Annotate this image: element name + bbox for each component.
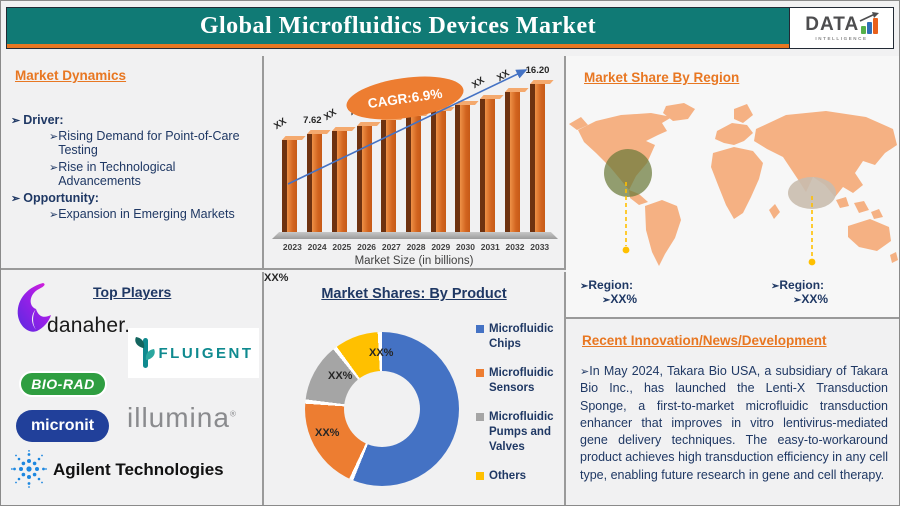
x-tick-label: 2030	[456, 242, 475, 252]
region-callout-right: Region: XX%	[771, 278, 828, 306]
x-tick-label: 2031	[480, 242, 500, 252]
bar-chart-floor	[272, 232, 558, 239]
logo-growth-arrow-icon	[859, 12, 880, 22]
header-title-band: Global Microfluidics Devices Market	[7, 8, 789, 48]
region-heading: Market Share By Region	[584, 70, 740, 85]
fluigent-logo-text: FLUIGENT	[158, 344, 254, 362]
bar-value-label: XX	[272, 115, 289, 132]
legend-item: Microfluidic Pumps and Valves	[476, 410, 562, 455]
dynamics-driver-item: Rising Demand for Point-of-Care Testing	[49, 129, 254, 158]
donut-segment-label: XX%	[328, 370, 353, 382]
bar-value-label: XX	[494, 67, 512, 84]
donut-segment-label: XX%	[264, 272, 289, 284]
market-share-by-region-panel: Market Share By Region	[566, 56, 899, 319]
legend-label: Microfluidic Chips	[489, 323, 554, 350]
region-callout-left: Region: XX%	[580, 278, 637, 306]
bar-value-label: 7.62	[303, 114, 322, 126]
market-dynamics-heading: Market Dynamics	[15, 68, 127, 83]
region-highlight-asia	[788, 177, 836, 209]
micronit-logo: micronit	[16, 410, 109, 442]
danaher-logo-icon	[17, 283, 51, 332]
x-tick-label: 2026	[357, 242, 377, 252]
donut-segment-label: XX%	[315, 427, 340, 439]
agilent-logo-icon	[11, 450, 47, 488]
bar-chart-axis-title: Market Size (in billions)	[354, 255, 474, 267]
market-dynamics-list: Driver: Rising Demand for Point-of-Care …	[11, 111, 254, 221]
market-size-bar-chart-panel: XX7.62XXXXXXXXXXXXXXXX16.20 202320242025…	[264, 56, 566, 270]
legend-label: Others	[489, 469, 527, 482]
legend-swatch	[476, 471, 484, 480]
legend-swatch	[476, 368, 484, 377]
legend-label: Microfluidic Pumps and Valves	[489, 410, 554, 453]
bar-value-label: XX	[470, 74, 487, 91]
page-title: Global Microfluidics Devices Market	[199, 12, 597, 39]
logo-sub-text: INTELLIGENCE	[815, 36, 868, 41]
bar-chart-x-axis: 2023 2024 2025 2026 2027 2028 2029 2030 2031 2032…	[280, 242, 552, 252]
legend-item: Others	[476, 469, 562, 484]
market-shares-by-product-panel: Market Shares: By Product XX% XX% XX% XX…	[264, 272, 566, 505]
logo-brand-text: DATA	[805, 14, 860, 35]
region-highlight-north-america	[604, 149, 652, 197]
x-tick-label: 2033	[530, 242, 550, 252]
donut-legend: Microfluidic Chips Microfluidic Sensors Mi…	[476, 322, 562, 484]
x-tick-label: 2032	[505, 242, 525, 252]
legend-swatch	[476, 325, 484, 333]
x-tick-label: 2024	[307, 242, 327, 252]
illumina-logo-text: illumina®	[127, 402, 237, 433]
data-intelligence-logo: DATA INTELLIGENCE	[789, 8, 893, 48]
logo-barchart-icon	[859, 12, 880, 34]
x-tick-label: 2023	[282, 242, 302, 252]
news-heading: Recent Innovation/News/Development	[582, 333, 827, 348]
market-dynamics-panel: Market Dynamics Driver: Rising Demand fo…	[1, 56, 264, 270]
dynamics-opportunity-item: Expansion in Emerging Markets	[49, 207, 254, 222]
legend-label: Microfluidic Sensors	[489, 366, 554, 394]
recent-innovation-panel: Recent Innovation/News/Development In Ma…	[566, 321, 899, 505]
bio-rad-logo: BIO-RAD	[19, 371, 107, 397]
fluigent-logo: FLUIGENT	[128, 328, 259, 378]
dynamics-driver-label: Driver:	[11, 113, 254, 127]
top-players-panel: Top Players danaher. FLUIGENT BIO-RAD mi…	[1, 272, 264, 505]
x-tick-label: 2029	[431, 242, 451, 252]
fluigent-logo-icon	[134, 337, 155, 368]
product-shares-heading: Market Shares: By Product	[321, 286, 507, 302]
x-tick-label: 2027	[381, 242, 401, 252]
danaher-logo-text: danaher.	[47, 314, 131, 337]
bar-value-label: XX	[321, 106, 339, 123]
legend-item: Microfluidic Sensors	[476, 366, 562, 396]
legend-swatch	[476, 412, 484, 421]
x-tick-label: 2025	[332, 242, 352, 252]
product-donut-chart	[305, 332, 459, 486]
dynamics-driver-item: Rise in Technological Advancements	[49, 160, 254, 189]
top-players-heading: Top Players	[93, 284, 172, 300]
news-body: In May 2024, Takara Bio USA, a subsidiar…	[580, 363, 888, 484]
legend-item: Microfluidic Chips	[476, 322, 562, 352]
agilent-logo-text: Agilent Technologies	[53, 460, 224, 479]
donut-segment-label: XX%	[369, 347, 394, 359]
header-bar: Global Microfluidics Devices Market DATA…	[6, 7, 894, 49]
bar-value-label: 16.20	[525, 65, 550, 76]
x-tick-label: 2028	[406, 242, 426, 252]
dynamics-opportunity-label: Opportunity:	[11, 191, 254, 205]
world-map	[569, 103, 898, 266]
